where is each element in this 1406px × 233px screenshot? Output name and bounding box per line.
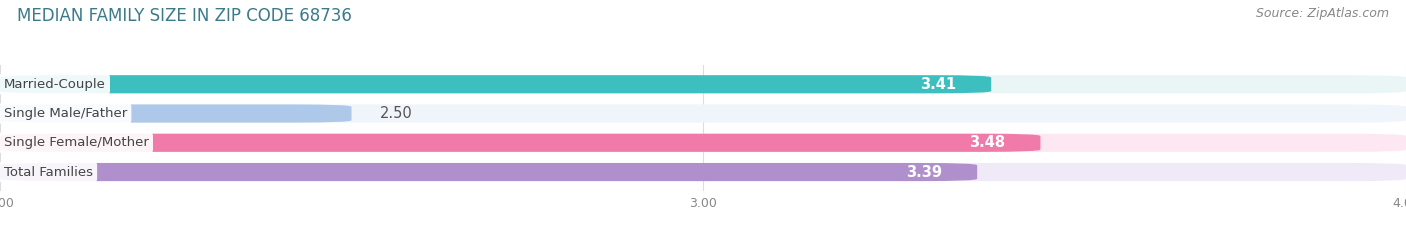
Text: Married-Couple: Married-Couple — [3, 78, 105, 91]
Text: Total Families: Total Families — [3, 165, 93, 178]
FancyBboxPatch shape — [0, 134, 1040, 152]
FancyBboxPatch shape — [0, 104, 1406, 123]
Text: MEDIAN FAMILY SIZE IN ZIP CODE 68736: MEDIAN FAMILY SIZE IN ZIP CODE 68736 — [17, 7, 352, 25]
FancyBboxPatch shape — [0, 134, 1406, 152]
Text: Single Male/Father: Single Male/Father — [3, 107, 127, 120]
FancyBboxPatch shape — [0, 75, 991, 93]
FancyBboxPatch shape — [0, 163, 977, 181]
FancyBboxPatch shape — [0, 75, 1406, 93]
Text: 3.41: 3.41 — [920, 77, 956, 92]
Text: 3.39: 3.39 — [905, 164, 942, 180]
Text: 2.50: 2.50 — [380, 106, 412, 121]
FancyBboxPatch shape — [0, 163, 1406, 181]
FancyBboxPatch shape — [0, 104, 352, 123]
Text: Source: ZipAtlas.com: Source: ZipAtlas.com — [1256, 7, 1389, 20]
Text: Single Female/Mother: Single Female/Mother — [3, 136, 149, 149]
Text: 3.48: 3.48 — [969, 135, 1005, 150]
